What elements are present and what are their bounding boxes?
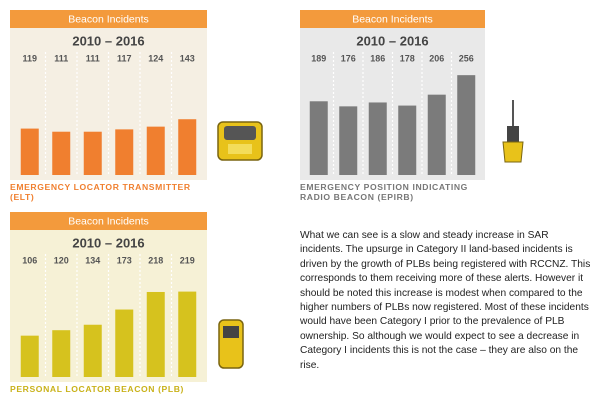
header: [10, 212, 207, 230]
value-label: 219: [180, 255, 195, 265]
chart-subtitle: 2010 – 2016: [72, 33, 144, 48]
value-label: 218: [148, 255, 163, 265]
bar: [115, 129, 134, 175]
caption: EMERGENCY LOCATOR TRANSMITTER (ELT): [10, 182, 191, 202]
paragraph: What we can see is a slow and steady inc…: [300, 230, 591, 371]
bar: [83, 324, 102, 377]
elt-icon: [217, 121, 263, 161]
value-label: 143: [180, 53, 195, 63]
bar: [52, 131, 71, 175]
value-label: 117: [117, 53, 132, 63]
value-label: 173: [117, 255, 132, 265]
value-label: 119: [22, 53, 37, 63]
bar: [309, 101, 328, 175]
value-label: 134: [85, 255, 100, 265]
value-label: 111: [54, 53, 68, 63]
value-label: 124: [148, 53, 163, 63]
caption: PERSONAL LOCATOR BEACON (PLB): [10, 384, 185, 394]
plb-icon: [218, 319, 244, 369]
value-label: 189: [311, 53, 326, 63]
value-label: 120: [54, 255, 69, 265]
epirb-icon: [502, 100, 524, 163]
header: [10, 10, 207, 28]
caption: EMERGENCY POSITION INDICATING RADIO BEAC…: [300, 182, 468, 202]
value-label: 176: [341, 53, 356, 63]
chart-subtitle: 2010 – 2016: [72, 235, 144, 250]
chart-title: Beacon Incidents: [68, 215, 149, 227]
value-label: 111: [86, 53, 100, 63]
bar: [115, 309, 134, 377]
bar: [146, 126, 165, 175]
chart-title: Beacon Incidents: [352, 13, 433, 25]
bar: [398, 105, 417, 175]
chart-title: Beacon Incidents: [68, 13, 149, 25]
bar: [146, 291, 165, 377]
value-label: 206: [429, 53, 444, 63]
bar: [20, 128, 39, 175]
bar: [52, 330, 71, 377]
bar: [178, 291, 197, 377]
header: [300, 10, 485, 28]
bar: [20, 335, 39, 377]
bar: [427, 94, 446, 175]
value-label: 178: [400, 53, 415, 63]
value-label: 256: [459, 53, 474, 63]
value-label: 186: [370, 53, 385, 63]
bar: [368, 102, 387, 175]
bar: [83, 131, 102, 175]
bar: [339, 106, 358, 175]
value-label: 106: [22, 255, 37, 265]
bar: [178, 119, 197, 175]
bar: [457, 75, 476, 175]
chart-subtitle: 2010 – 2016: [356, 33, 428, 48]
